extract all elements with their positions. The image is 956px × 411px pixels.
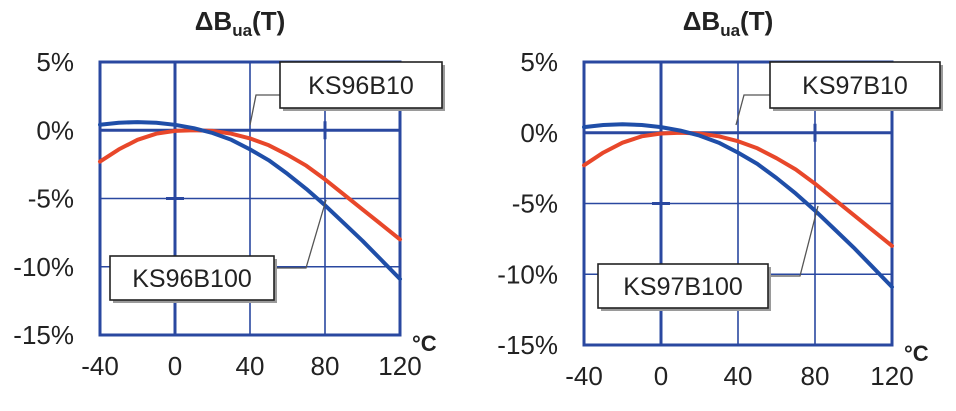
- x-tick-label: 80: [311, 351, 340, 381]
- x-axis-unit: °C: [412, 331, 437, 356]
- series-line-KS96B100: [98, 120, 402, 281]
- chart-title-tail: (T): [252, 6, 285, 36]
- legend-label-KS97B100-box: [597, 263, 769, 309]
- x-tick-label: 0: [654, 361, 668, 391]
- leader-line-upper: [735, 94, 770, 126]
- chart-panel-1: ΔBua(T) 5% 0% -5% -10% -15%-40 0 40 80 120°C KS96B…: [13, 6, 445, 381]
- legend-label-KS96B100-text: KS96B100: [132, 265, 252, 293]
- chart-title-subscript: ua: [720, 21, 740, 40]
- x-tick-label: 40: [236, 351, 265, 381]
- chart-title-tail: (T): [740, 6, 773, 36]
- y-tick-label: -10%: [497, 259, 558, 289]
- leader-line-lower: [768, 205, 819, 277]
- y-tick-label: 0%: [520, 118, 558, 148]
- legend-label-KS96B100-box: [109, 255, 275, 301]
- chart-panel-2: ΔBua(T) 5% 0% -5% -10% -15%-40 0 40 80 120°C KS97B…: [497, 6, 943, 391]
- x-tick-label: 120: [870, 361, 913, 391]
- series-line-KS97B10: [582, 130, 894, 248]
- legend-label-KS96B10-box: [279, 61, 443, 109]
- leader-line-upper: [249, 94, 280, 126]
- series-line-KS97B100: [582, 122, 894, 289]
- y-tick-label: -15%: [13, 320, 74, 350]
- y-tick-label: -10%: [13, 252, 74, 282]
- leader-line-lower: [274, 199, 327, 269]
- legend-label-KS97B100-text: KS97B100: [623, 273, 743, 301]
- chart-title: ΔBua(T): [195, 6, 286, 40]
- x-tick-label: 80: [801, 361, 830, 391]
- plot-frame: [98, 60, 402, 337]
- chart-title: ΔBua(T): [683, 6, 774, 40]
- chart-title-main: ΔB: [195, 6, 232, 36]
- y-tick-label: -5%: [512, 189, 558, 219]
- chart-title-subscript: ua: [232, 21, 252, 40]
- chart-title-main: ΔB: [683, 6, 720, 36]
- plot-frame: [582, 60, 894, 347]
- x-tick-label: 0: [168, 351, 182, 381]
- series-line-KS96B10: [98, 128, 402, 242]
- legend-label-KS97B10-box: [769, 61, 941, 109]
- y-tick-label: 5%: [36, 47, 74, 77]
- x-tick-label: 120: [378, 351, 421, 381]
- legend-label-KS96B10-text: KS96B10: [308, 72, 414, 100]
- legend-label-KS97B10-text: KS97B10: [802, 72, 908, 100]
- y-tick-label: -15%: [497, 330, 558, 360]
- x-tick-label: -40: [81, 351, 119, 381]
- y-tick-label: 0%: [36, 115, 74, 145]
- x-tick-label: 40: [724, 361, 753, 391]
- y-tick-label: 5%: [520, 47, 558, 77]
- x-axis-unit: °C: [904, 341, 929, 366]
- y-tick-label: -5%: [28, 184, 74, 214]
- x-tick-label: -40: [565, 361, 603, 391]
